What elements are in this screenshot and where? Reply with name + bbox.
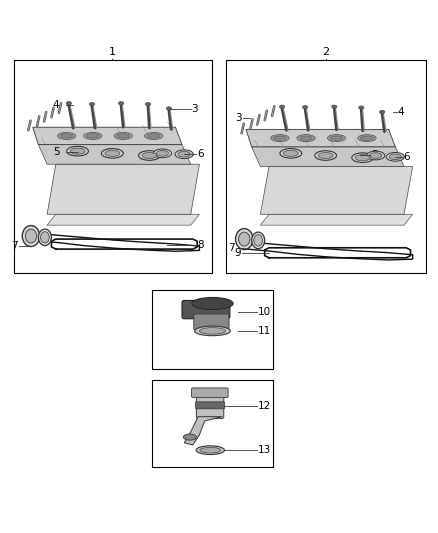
Ellipse shape [142, 152, 157, 158]
Ellipse shape [271, 135, 289, 142]
Ellipse shape [360, 136, 374, 140]
Bar [14, 60, 212, 273]
FancyBboxPatch shape [191, 388, 228, 398]
Ellipse shape [60, 134, 73, 138]
Ellipse shape [332, 105, 337, 109]
Ellipse shape [283, 150, 298, 156]
Text: 13: 13 [258, 445, 272, 455]
Ellipse shape [39, 229, 51, 246]
Ellipse shape [178, 151, 190, 157]
Ellipse shape [67, 147, 88, 156]
Ellipse shape [145, 102, 151, 106]
Ellipse shape [196, 446, 224, 455]
Ellipse shape [370, 152, 382, 158]
Ellipse shape [380, 110, 385, 114]
Text: 5: 5 [371, 150, 378, 160]
Ellipse shape [273, 136, 286, 140]
Ellipse shape [153, 149, 172, 158]
Text: 1: 1 [109, 47, 116, 56]
Text: 4: 4 [397, 107, 404, 117]
Ellipse shape [118, 102, 124, 105]
Ellipse shape [156, 150, 169, 156]
Ellipse shape [330, 136, 343, 140]
Ellipse shape [41, 232, 49, 243]
Ellipse shape [318, 152, 333, 158]
Polygon shape [33, 127, 182, 144]
Ellipse shape [145, 133, 163, 140]
Ellipse shape [70, 148, 85, 154]
Ellipse shape [147, 134, 160, 138]
Ellipse shape [367, 151, 385, 160]
Polygon shape [260, 214, 413, 225]
FancyBboxPatch shape [196, 391, 224, 418]
Ellipse shape [300, 136, 313, 140]
Ellipse shape [86, 134, 99, 138]
Text: 6: 6 [403, 152, 410, 162]
Ellipse shape [114, 133, 132, 140]
Ellipse shape [117, 134, 130, 138]
Ellipse shape [280, 149, 302, 158]
Text: 3: 3 [191, 104, 198, 114]
Ellipse shape [303, 106, 308, 109]
FancyBboxPatch shape [195, 402, 225, 409]
Text: 6: 6 [197, 149, 204, 159]
Ellipse shape [297, 135, 315, 142]
Ellipse shape [89, 102, 95, 106]
Bar [152, 379, 273, 467]
Text: 3: 3 [236, 112, 242, 123]
Polygon shape [39, 144, 191, 164]
Text: 8: 8 [197, 240, 204, 250]
Text: 7: 7 [229, 243, 235, 253]
Text: 4: 4 [53, 100, 59, 110]
Ellipse shape [236, 229, 253, 249]
Text: 11: 11 [258, 326, 272, 336]
Polygon shape [47, 164, 199, 214]
Ellipse shape [194, 326, 230, 336]
Ellipse shape [199, 328, 226, 334]
Ellipse shape [389, 154, 401, 160]
Ellipse shape [315, 151, 336, 160]
Bar [226, 60, 426, 273]
Ellipse shape [355, 155, 370, 161]
Ellipse shape [192, 297, 233, 310]
Ellipse shape [66, 102, 71, 105]
Ellipse shape [254, 235, 262, 246]
Ellipse shape [358, 135, 376, 142]
Ellipse shape [22, 225, 40, 246]
Ellipse shape [84, 133, 102, 140]
Ellipse shape [386, 152, 404, 161]
FancyBboxPatch shape [182, 301, 230, 319]
Ellipse shape [252, 232, 265, 249]
Ellipse shape [279, 105, 285, 109]
Ellipse shape [184, 434, 196, 440]
Bar [152, 290, 273, 369]
Ellipse shape [166, 107, 172, 110]
Ellipse shape [327, 135, 346, 142]
Text: 10: 10 [258, 307, 271, 317]
Ellipse shape [359, 106, 364, 109]
Polygon shape [246, 130, 395, 147]
Ellipse shape [105, 150, 120, 156]
Polygon shape [184, 417, 222, 445]
Text: 9: 9 [234, 248, 241, 259]
Ellipse shape [138, 151, 160, 160]
Ellipse shape [102, 149, 123, 158]
Polygon shape [260, 166, 413, 214]
Text: 12: 12 [258, 401, 272, 411]
Text: 7: 7 [11, 240, 18, 251]
FancyBboxPatch shape [194, 314, 229, 329]
Text: 5: 5 [53, 147, 60, 157]
Ellipse shape [352, 153, 374, 163]
Ellipse shape [57, 133, 76, 140]
Ellipse shape [175, 150, 193, 158]
Polygon shape [47, 214, 199, 225]
Text: 2: 2 [322, 47, 329, 56]
Ellipse shape [200, 447, 221, 453]
Ellipse shape [25, 229, 37, 243]
Polygon shape [252, 147, 404, 166]
Ellipse shape [239, 232, 250, 246]
